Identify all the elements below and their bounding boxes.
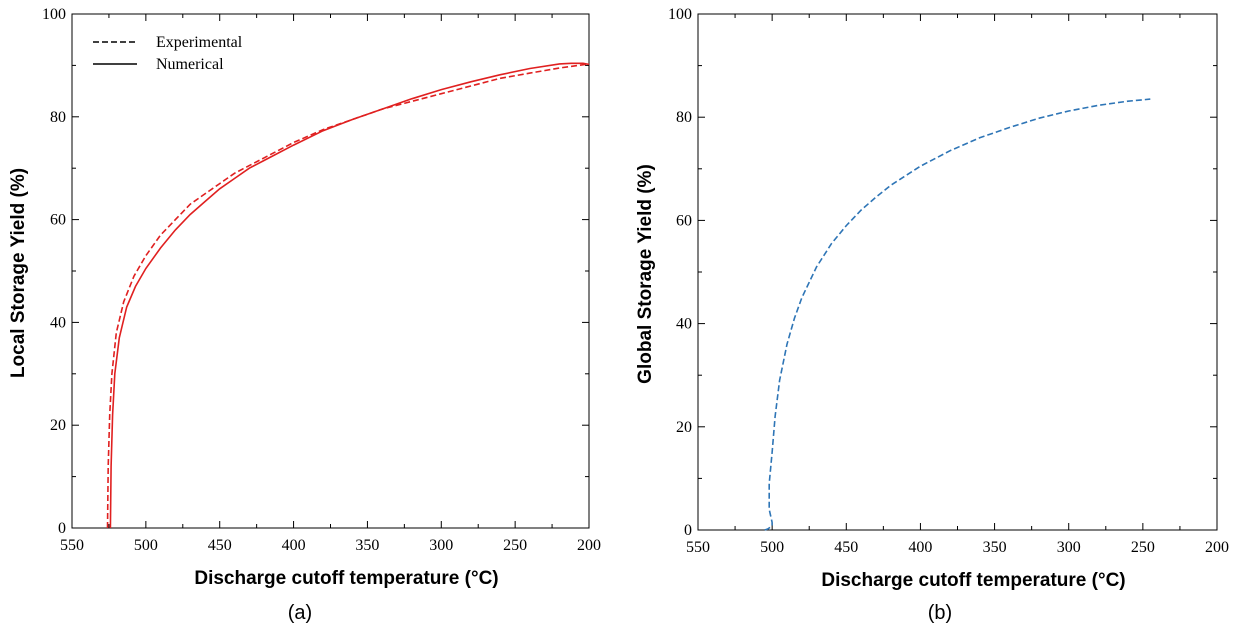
x-tick-label-b: 400 <box>908 539 932 556</box>
y-tick-label-b: 40 <box>676 316 692 333</box>
y-tick-label-a: 80 <box>50 109 66 126</box>
series-line-experimental-a <box>106 63 590 529</box>
chart-panel-a: 550 500 450 400 350 300 250 200 0 20 40 60 80 100 Disc… <box>8 6 601 624</box>
x-tick-label-b: 550 <box>686 539 710 556</box>
x-tick-label-a: 550 <box>60 537 84 554</box>
series-line-numerical-a <box>109 62 590 529</box>
chart-panel-b: 550 500 450 400 350 300 250 200 0 20 40 60 80 100 Disc… <box>635 6 1229 624</box>
y-tick-label-b: 100 <box>668 6 692 23</box>
x-tick-label-a: 300 <box>429 537 453 554</box>
y-tick-label-b: 80 <box>676 109 692 126</box>
x-tick-label-b: 350 <box>983 539 1007 556</box>
y-tick-label-b: 0 <box>684 522 692 539</box>
x-tick-label-a: 350 <box>355 537 379 554</box>
y-axis-title-a: Local Storage Yield (%) <box>8 168 29 378</box>
x-tick-label-b: 200 <box>1205 539 1229 556</box>
y-tick-label-a: 60 <box>50 212 66 229</box>
x-tick-label-a: 500 <box>134 537 158 554</box>
legend-label-experimental: Experimental <box>156 34 243 51</box>
y-axis-title-b: Global Storage Yield (%) <box>635 164 656 384</box>
legend: Experimental Numerical <box>93 34 243 73</box>
x-tick-label-b: 500 <box>760 539 784 556</box>
x-tick-label-a: 250 <box>503 537 527 554</box>
y-tick-label-a: 0 <box>58 520 66 537</box>
x-tick-label-b: 300 <box>1057 539 1081 556</box>
x-tick-label-a: 400 <box>282 537 306 554</box>
y-tick-label-a: 100 <box>42 6 66 23</box>
x-axis-title-a: Discharge cutoff temperature (°C) <box>194 568 498 589</box>
panel-label-a: (a) <box>288 602 312 624</box>
x-tick-label-a: 450 <box>208 537 232 554</box>
x-tick-label-b: 250 <box>1131 539 1155 556</box>
legend-label-numerical: Numerical <box>156 56 224 73</box>
y-tick-label-a: 40 <box>50 314 66 331</box>
panel-label-b: (b) <box>928 602 952 624</box>
series-line-global-b <box>764 98 1151 531</box>
x-axis-title-b: Discharge cutoff temperature (°C) <box>821 570 1125 591</box>
y-tick-label-b: 60 <box>676 212 692 229</box>
y-tick-label-a: 20 <box>50 417 66 434</box>
y-tick-label-b: 20 <box>676 419 692 436</box>
plot-frame-b <box>697 13 1218 531</box>
x-tick-label-a: 200 <box>577 537 601 554</box>
plot-frame-a <box>71 13 590 529</box>
x-tick-label-b: 450 <box>834 539 858 556</box>
